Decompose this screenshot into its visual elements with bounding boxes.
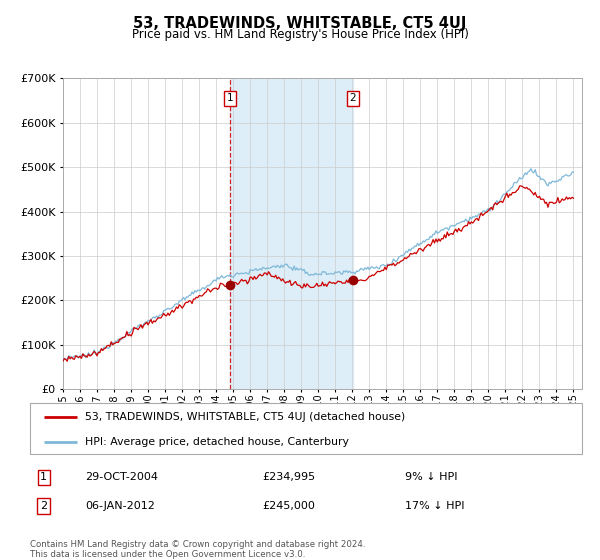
Text: Contains HM Land Registry data © Crown copyright and database right 2024.
This d: Contains HM Land Registry data © Crown c… <box>30 540 365 559</box>
Text: 1: 1 <box>227 94 233 104</box>
Text: 29-OCT-2004: 29-OCT-2004 <box>85 472 158 482</box>
Text: 1: 1 <box>40 472 47 482</box>
Text: 53, TRADEWINDS, WHITSTABLE, CT5 4UJ (detached house): 53, TRADEWINDS, WHITSTABLE, CT5 4UJ (det… <box>85 412 406 422</box>
Text: 53, TRADEWINDS, WHITSTABLE, CT5 4UJ: 53, TRADEWINDS, WHITSTABLE, CT5 4UJ <box>133 16 467 31</box>
Bar <box>230 78 353 389</box>
Text: 9% ↓ HPI: 9% ↓ HPI <box>406 472 458 482</box>
Text: £234,995: £234,995 <box>262 472 315 482</box>
Text: 06-JAN-2012: 06-JAN-2012 <box>85 501 155 511</box>
Text: 2: 2 <box>40 501 47 511</box>
Text: Price paid vs. HM Land Registry's House Price Index (HPI): Price paid vs. HM Land Registry's House … <box>131 28 469 41</box>
Text: £245,000: £245,000 <box>262 501 315 511</box>
FancyBboxPatch shape <box>30 403 582 454</box>
Text: 2: 2 <box>349 94 356 104</box>
Text: HPI: Average price, detached house, Canterbury: HPI: Average price, detached house, Cant… <box>85 437 349 447</box>
Text: 17% ↓ HPI: 17% ↓ HPI <box>406 501 465 511</box>
